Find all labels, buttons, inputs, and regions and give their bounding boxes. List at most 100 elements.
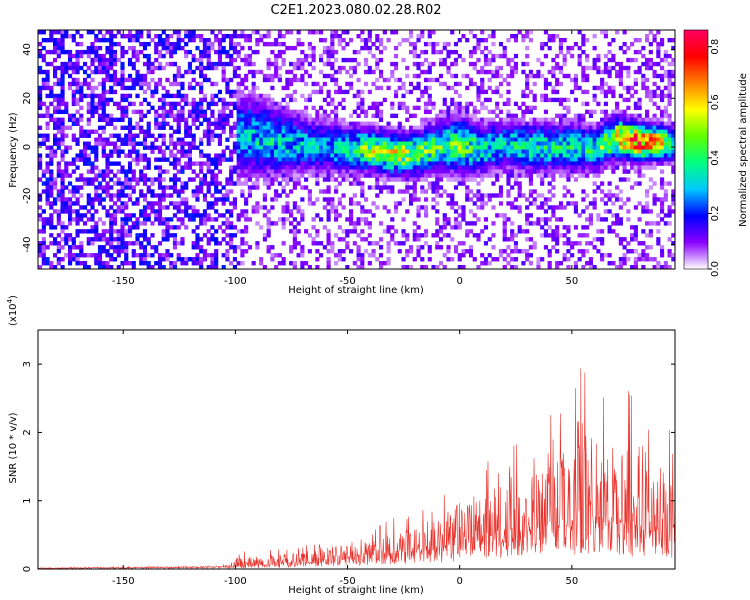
spectrogram-cell	[142, 141, 148, 146]
spectrogram-cell	[277, 65, 282, 71]
spectrogram-cell	[206, 229, 211, 234]
spectrogram-cell	[135, 201, 140, 206]
spectrogram-cell	[161, 169, 166, 174]
spectrogram-cell	[375, 85, 380, 91]
spectrogram-cell	[401, 149, 406, 154]
spectrogram-cell	[431, 117, 436, 123]
spectrogram-cell	[131, 221, 136, 226]
spectrogram-cell	[360, 173, 365, 178]
spectrogram-cell	[468, 221, 474, 226]
spectrogram-cell	[202, 181, 208, 186]
spectrogram-cell	[600, 125, 605, 130]
spectrogram-cell	[255, 169, 260, 174]
spectrogram-cell	[94, 105, 99, 111]
spectrogram-cell	[79, 33, 84, 39]
spectrogram-cell	[79, 205, 84, 210]
spectrogram-cell	[334, 209, 339, 214]
spectrogram-cell	[465, 177, 470, 182]
spectrogram-cell	[60, 157, 65, 162]
spectrogram-cell	[131, 61, 136, 67]
spectrogram-cell	[281, 121, 286, 126]
spectrogram-cell	[142, 129, 148, 134]
spectrogram-cell	[289, 209, 294, 214]
spectrogram-cell	[221, 117, 226, 123]
spectrogram-cell	[191, 105, 196, 111]
spectrogram-cell	[480, 197, 485, 202]
spectrogram-cell	[135, 69, 140, 75]
spectrogram-cell	[558, 65, 563, 71]
spectrogram-cell	[131, 201, 136, 206]
spectrogram-cell	[150, 205, 155, 210]
spectrogram-cell	[446, 149, 451, 154]
spectrogram-cell	[169, 61, 174, 67]
spectrogram-cell	[461, 129, 466, 134]
spectrogram-cell	[184, 101, 189, 107]
spectrogram-cell	[487, 157, 492, 162]
spectrogram-cell	[506, 37, 511, 43]
spectrogram-cell	[536, 153, 541, 158]
spectrogram-cell	[127, 225, 133, 230]
spectrogram-cell	[79, 149, 84, 154]
spectrogram-cell	[622, 145, 627, 150]
spectrogram-cell	[480, 165, 485, 170]
spectrogram-cell	[326, 53, 331, 59]
spectrogram-cell	[236, 137, 241, 142]
spectrogram-cell	[611, 125, 616, 130]
spectrogram-cell	[337, 181, 342, 186]
spectrogram-cell	[416, 53, 421, 59]
spectrogram-cell	[225, 197, 230, 202]
spectrogram-cell	[94, 153, 99, 158]
spectrogram-cell	[60, 153, 65, 158]
spectrogram-cell	[154, 213, 159, 218]
spectrogram-cell	[142, 153, 148, 158]
spectrogram-cell	[581, 189, 586, 194]
spectrogram-cell	[38, 53, 43, 59]
spectrogram-cell	[75, 85, 80, 91]
spectrogram-cell	[442, 141, 447, 146]
spectrogram-cell	[79, 173, 84, 178]
spectrogram-cell	[525, 105, 530, 111]
spectrogram-cell	[90, 49, 95, 55]
spectrogram-cell	[330, 53, 335, 59]
spectrogram-cell	[446, 217, 451, 222]
spectrogram-cell	[135, 77, 140, 83]
spectrogram-cell	[453, 177, 459, 182]
spectrogram-cell	[165, 37, 170, 43]
spectrogram-cell	[101, 265, 106, 270]
spectrogram-cell	[112, 209, 118, 214]
spectrogram-cell	[513, 101, 519, 107]
spectrogram-cell	[397, 173, 402, 178]
spectrogram-cell	[611, 145, 616, 150]
spectrogram-cell	[334, 149, 339, 154]
spectrogram-cell	[180, 201, 185, 206]
spectrogram-cell	[255, 125, 260, 130]
spectrogram-cell	[360, 109, 365, 115]
spectrogram-cell	[570, 141, 575, 146]
spectrogram-cell	[423, 205, 429, 210]
spectrogram-cell	[363, 45, 369, 51]
spectrogram-cell	[427, 69, 432, 75]
spectrogram-cell	[363, 37, 369, 43]
spectrogram-cell	[502, 265, 507, 270]
spectrogram-cell	[319, 161, 324, 166]
spectrogram-cell	[101, 69, 106, 75]
spectrogram-cell	[502, 45, 507, 51]
spectrogram-cell	[296, 141, 301, 146]
spectrogram-cell	[135, 153, 140, 158]
spectrogram-cell	[603, 65, 608, 71]
spectrogram-cell	[393, 165, 399, 170]
spectrogram-cell	[120, 65, 125, 71]
spectrogram-cell	[468, 245, 474, 250]
spectrogram-cell	[311, 49, 316, 55]
spectrogram-cell	[154, 137, 159, 142]
spectrogram-cell	[56, 145, 61, 150]
spectrogram-cell	[367, 169, 372, 174]
spectrogram-cell	[551, 57, 556, 63]
spectrogram-cell	[266, 245, 271, 250]
spectrogram-cell	[180, 109, 185, 115]
spectrogram-cell	[127, 30, 133, 35]
spectrogram-cell	[191, 97, 196, 103]
spectrogram-cell	[270, 113, 275, 119]
spectrogram-cell	[528, 121, 534, 126]
spectrogram-cell	[56, 37, 61, 43]
